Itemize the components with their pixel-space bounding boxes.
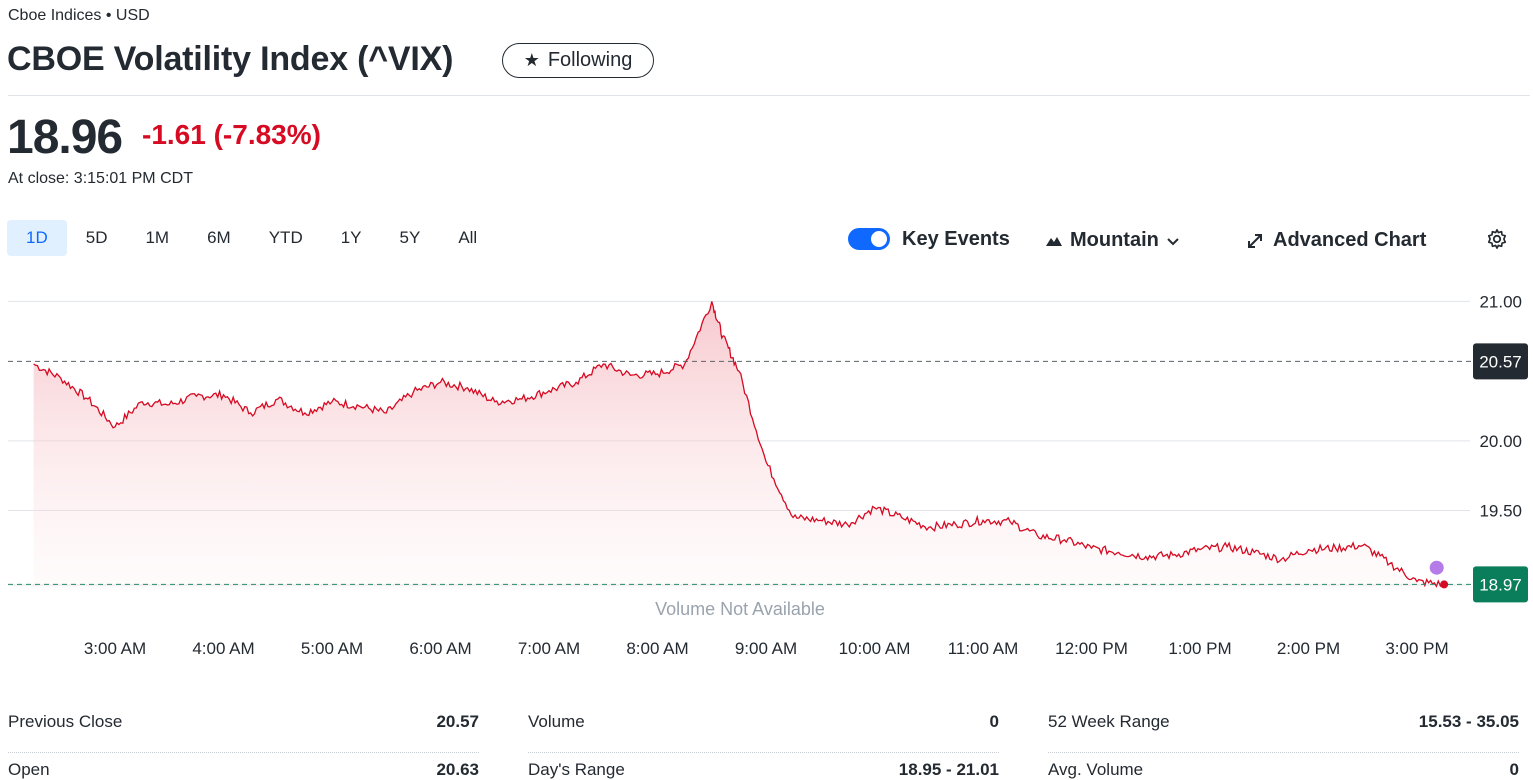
range-tab-5d[interactable]: 5D bbox=[85, 228, 108, 247]
stat-label: 52 Week Range bbox=[1048, 712, 1170, 731]
last-price-marker bbox=[1440, 580, 1449, 589]
x-tick-label: 10:00 AM bbox=[839, 639, 911, 658]
price-chart[interactable]: 20.57 18.97 Volume Not Available 21.00 20.… bbox=[0, 280, 1533, 680]
y-tick-label: 21.00 bbox=[1479, 292, 1522, 311]
header-divider bbox=[8, 95, 1530, 96]
following-button[interactable]: ★ Following bbox=[502, 43, 654, 78]
stats-column: 52 Week Range 15.53 - 35.05 Avg. Volume 0 bbox=[1048, 705, 1519, 780]
x-tick-label: 2:00 PM bbox=[1277, 639, 1340, 658]
page-title: CBOE Volatility Index (^VIX) bbox=[7, 40, 454, 78]
x-tick-label: 4:00 AM bbox=[192, 639, 254, 658]
x-tick-label: 5:00 AM bbox=[301, 639, 363, 658]
stat-label: Previous Close bbox=[8, 712, 123, 731]
stats-column: Volume 0 Day's Range 18.95 - 21.01 bbox=[528, 705, 999, 780]
x-tick-label: 3:00 PM bbox=[1385, 639, 1448, 658]
following-label: Following bbox=[547, 49, 633, 71]
exchange-label: Cboe Indices • USD bbox=[8, 7, 150, 24]
range-tabs: 1D 5D 1M 6M YTD 1Y 5Y All bbox=[7, 220, 496, 256]
x-tick-label: 1:00 PM bbox=[1168, 639, 1231, 658]
x-tick-label: 6:00 AM bbox=[409, 639, 471, 658]
stat-value: 0 bbox=[989, 712, 999, 731]
range-tab-1d[interactable]: 1D bbox=[7, 220, 67, 256]
stat-row: 52 Week Range 15.53 - 35.05 bbox=[1048, 705, 1519, 753]
key-events-toggle[interactable] bbox=[848, 228, 890, 250]
price-change: -1.61 (-7.83%) bbox=[142, 119, 321, 151]
range-tab-all[interactable]: All bbox=[458, 228, 478, 247]
gear-icon[interactable] bbox=[1486, 228, 1508, 255]
range-tab-6m[interactable]: 6M bbox=[207, 228, 231, 247]
current-price-label: 18.97 bbox=[1479, 575, 1522, 594]
chart-type-dropdown[interactable]: Mountain bbox=[1045, 229, 1180, 252]
y-tick-label: 19.50 bbox=[1479, 502, 1522, 521]
stat-value: 20.63 bbox=[436, 760, 479, 779]
previous-close-label: 20.57 bbox=[1479, 352, 1522, 371]
stat-row: Previous Close 20.57 bbox=[8, 705, 479, 753]
advanced-chart-button[interactable]: Advanced Chart bbox=[1246, 229, 1426, 252]
stat-label: Open bbox=[8, 760, 50, 779]
x-tick-label: 7:00 AM bbox=[518, 639, 580, 658]
x-tick-label: 9:00 AM bbox=[735, 639, 797, 658]
price-line bbox=[33, 301, 1445, 588]
advanced-chart-label: Advanced Chart bbox=[1273, 229, 1427, 251]
chevron-down-icon bbox=[1167, 237, 1179, 245]
price: 18.96 bbox=[7, 111, 123, 164]
y-tick-label: 20.00 bbox=[1479, 432, 1522, 451]
close-time: At close: 3:15:01 PM CDT bbox=[8, 170, 193, 187]
x-tick-label: 3:00 AM bbox=[84, 639, 146, 658]
previous-close-badge bbox=[1473, 343, 1528, 380]
volume-note: Volume Not Available bbox=[655, 599, 825, 619]
chart-type-label: Mountain bbox=[1070, 229, 1159, 251]
mountain-icon bbox=[1046, 236, 1062, 246]
star-icon: ★ bbox=[523, 50, 540, 70]
stat-value: 0 bbox=[1509, 760, 1519, 779]
x-tick-label: 11:00 AM bbox=[948, 639, 1019, 658]
range-tab-5y[interactable]: 5Y bbox=[399, 228, 421, 247]
range-tab-1y[interactable]: 1Y bbox=[340, 228, 362, 247]
key-events-label[interactable]: Key Events bbox=[902, 228, 1010, 250]
stat-label: Avg. Volume bbox=[1048, 760, 1144, 779]
stat-row: Open 20.63 bbox=[8, 753, 479, 780]
stat-value: 15.53 - 35.05 bbox=[1418, 712, 1519, 731]
stats-column: Previous Close 20.57 Open 20.63 bbox=[8, 705, 479, 780]
x-tick-label: 8:00 AM bbox=[626, 639, 688, 658]
range-tab-1m[interactable]: 1M bbox=[145, 228, 170, 247]
key-event-marker[interactable] bbox=[1429, 560, 1444, 575]
stat-value: 20.57 bbox=[436, 712, 479, 731]
change-percent: (-7.83%) bbox=[213, 119, 321, 150]
x-tick-label: 12:00 PM bbox=[1055, 639, 1128, 658]
stat-row: Volume 0 bbox=[528, 705, 999, 753]
current-price-badge bbox=[1473, 566, 1528, 603]
stat-row: Avg. Volume 0 bbox=[1048, 753, 1519, 780]
toggle-knob bbox=[871, 231, 887, 247]
stat-label: Volume bbox=[528, 712, 585, 731]
price-area bbox=[33, 301, 1445, 590]
expand-icon bbox=[1248, 233, 1262, 248]
stat-label: Day's Range bbox=[528, 760, 625, 779]
range-tab-ytd[interactable]: YTD bbox=[268, 228, 303, 247]
stat-value: 18.95 - 21.01 bbox=[898, 760, 999, 779]
stat-row: Day's Range 18.95 - 21.01 bbox=[528, 753, 999, 780]
change-value: -1.61 bbox=[142, 119, 206, 150]
